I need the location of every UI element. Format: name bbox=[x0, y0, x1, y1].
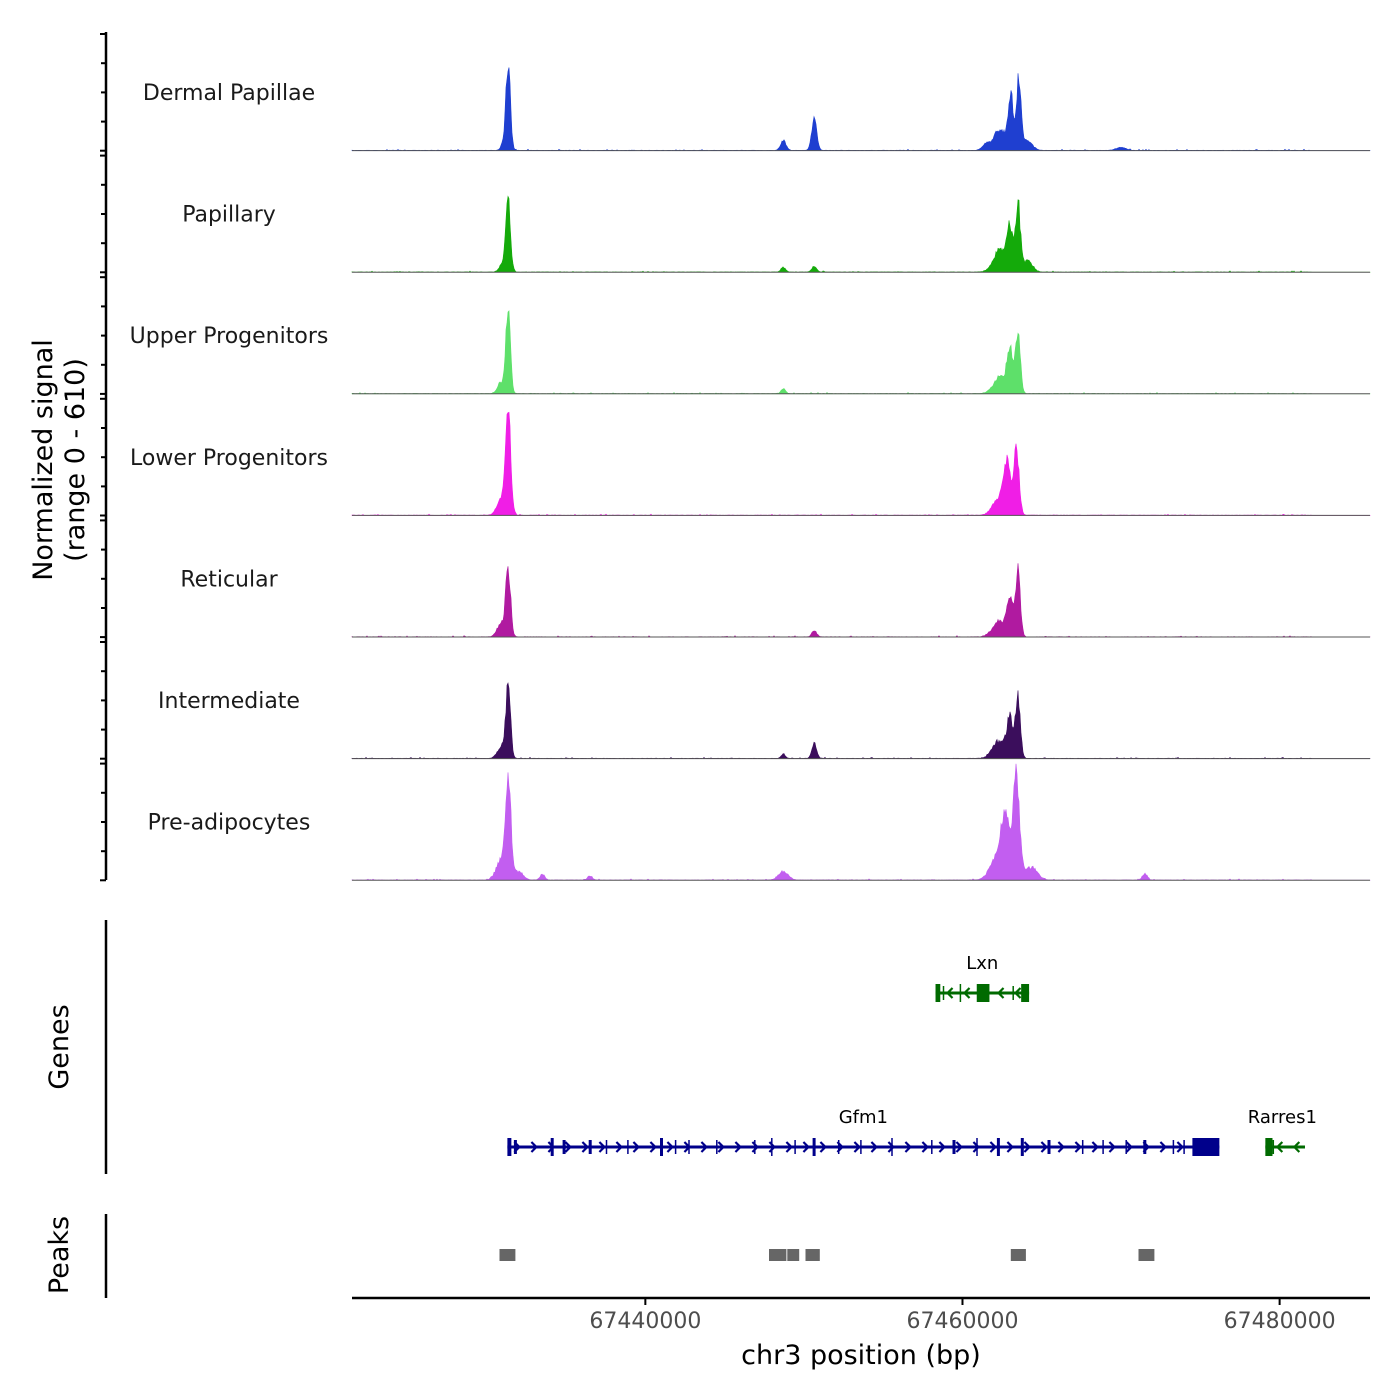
y-axis-label-line2: (range 0 - 610) bbox=[60, 358, 91, 562]
strand-chevron bbox=[1292, 1141, 1301, 1153]
track-label: Intermediate bbox=[158, 689, 300, 714]
strand-chevron bbox=[1275, 1141, 1284, 1153]
strand-chevron bbox=[1023, 1141, 1031, 1153]
strand-chevron bbox=[921, 1141, 929, 1153]
strand-chevron bbox=[530, 1141, 538, 1153]
strand-chevron bbox=[734, 1141, 742, 1153]
strand-chevron bbox=[870, 1141, 878, 1153]
strand-chevron bbox=[1159, 1141, 1167, 1153]
strand-chevron bbox=[989, 1141, 997, 1153]
strand-chevron bbox=[996, 987, 1005, 999]
exon-block bbox=[1192, 1138, 1220, 1156]
signal-track: Papillary bbox=[182, 195, 1371, 273]
signal-area bbox=[351, 310, 1371, 395]
strand-chevron bbox=[955, 1141, 963, 1153]
track-label: Papillary bbox=[182, 203, 276, 228]
signal-track: Lower Progenitors bbox=[130, 411, 1371, 516]
strand-chevron bbox=[717, 1141, 725, 1153]
signal-area bbox=[351, 763, 1371, 881]
x-tick-label: 67440000 bbox=[589, 1309, 701, 1334]
track-label: Dermal Papillae bbox=[143, 81, 315, 106]
strand-chevron bbox=[1013, 987, 1022, 999]
signal-area bbox=[351, 563, 1371, 638]
strand-chevron bbox=[700, 1141, 708, 1153]
exon-block bbox=[1021, 984, 1030, 1002]
peaks-panel bbox=[499, 1249, 1155, 1261]
signal-track: Intermediate bbox=[158, 682, 1371, 760]
strand-chevron bbox=[1125, 1141, 1133, 1153]
exon-block bbox=[507, 1138, 512, 1156]
gene-label: Lxn bbox=[966, 953, 998, 974]
exon-block bbox=[1265, 1138, 1273, 1156]
strand-chevron bbox=[904, 1141, 912, 1153]
strand-chevron bbox=[615, 1141, 623, 1153]
strand-chevron bbox=[632, 1141, 640, 1153]
strand-chevron bbox=[1074, 1141, 1082, 1153]
genes-panel: Lxn Gfm1 Rarres1 bbox=[507, 953, 1317, 1156]
track-label: Pre-adipocytes bbox=[148, 811, 311, 836]
strand-chevron bbox=[1091, 1141, 1099, 1153]
strand-chevron bbox=[972, 1141, 980, 1153]
strand-chevron bbox=[945, 987, 954, 999]
gene-gfm1: Gfm1 bbox=[507, 1107, 1220, 1156]
strand-chevron bbox=[1040, 1141, 1048, 1153]
strand-chevron bbox=[962, 987, 971, 999]
strand-chevron bbox=[802, 1141, 810, 1153]
signal-track: Dermal Papillae bbox=[143, 67, 1371, 152]
signal-track: Upper Progenitors bbox=[130, 310, 1371, 395]
strand-chevron bbox=[853, 1141, 861, 1153]
peak-region bbox=[787, 1249, 800, 1261]
peak-region bbox=[499, 1249, 516, 1261]
signal-area bbox=[351, 411, 1371, 516]
peak-region bbox=[769, 1249, 787, 1261]
strand-chevron bbox=[819, 1141, 827, 1153]
gene-lxn: Lxn bbox=[935, 953, 1030, 1002]
track-label: Upper Progenitors bbox=[130, 324, 329, 349]
signal-area bbox=[351, 682, 1371, 759]
x-axis-label: chr3 position (bp) bbox=[741, 1340, 981, 1371]
x-tick-label: 67460000 bbox=[906, 1309, 1018, 1334]
genes-panel-label: Genes bbox=[44, 1004, 75, 1089]
signal-area bbox=[351, 67, 1371, 151]
y-axis-label-line1: Normalized signal bbox=[28, 339, 59, 581]
gene-label: Rarres1 bbox=[1248, 1107, 1317, 1128]
strand-chevron bbox=[785, 1141, 793, 1153]
x-axis-ticks: 67440000 67460000 67480000 bbox=[589, 1298, 1336, 1334]
x-tick-label: 67480000 bbox=[1224, 1309, 1336, 1334]
strand-chevron bbox=[1057, 1141, 1065, 1153]
strand-chevron bbox=[649, 1141, 657, 1153]
strand-chevron bbox=[598, 1141, 606, 1153]
strand-chevron bbox=[1176, 1141, 1184, 1153]
signal-track: Pre-adipocytes bbox=[148, 763, 1371, 881]
peaks-panel-label: Peaks bbox=[44, 1216, 75, 1294]
peak-region bbox=[1010, 1249, 1026, 1261]
signal-y-ticks bbox=[100, 33, 106, 882]
exon-block bbox=[976, 984, 990, 1002]
strand-chevron bbox=[938, 1141, 946, 1153]
strand-chevron bbox=[887, 1141, 895, 1153]
strand-chevron bbox=[564, 1141, 572, 1153]
strand-chevron bbox=[1108, 1141, 1116, 1153]
peak-region bbox=[1138, 1249, 1155, 1261]
strand-chevron bbox=[1006, 1141, 1014, 1153]
exon-block bbox=[935, 984, 941, 1002]
signal-track: Reticular bbox=[180, 563, 1371, 638]
signal-area bbox=[351, 195, 1371, 273]
strand-chevron bbox=[581, 1141, 589, 1153]
track-label: Lower Progenitors bbox=[130, 446, 328, 471]
peak-region bbox=[805, 1249, 820, 1261]
gene-label: Gfm1 bbox=[839, 1107, 888, 1128]
signal-tracks: Dermal Papillae Papillary Upper Progenitor… bbox=[130, 67, 1371, 881]
y-axis-label: Normalized signal (range 0 - 610) bbox=[28, 339, 91, 581]
gene-rarres1: Rarres1 bbox=[1248, 1107, 1317, 1156]
track-label: Reticular bbox=[180, 567, 278, 592]
strand-chevron bbox=[666, 1141, 674, 1153]
